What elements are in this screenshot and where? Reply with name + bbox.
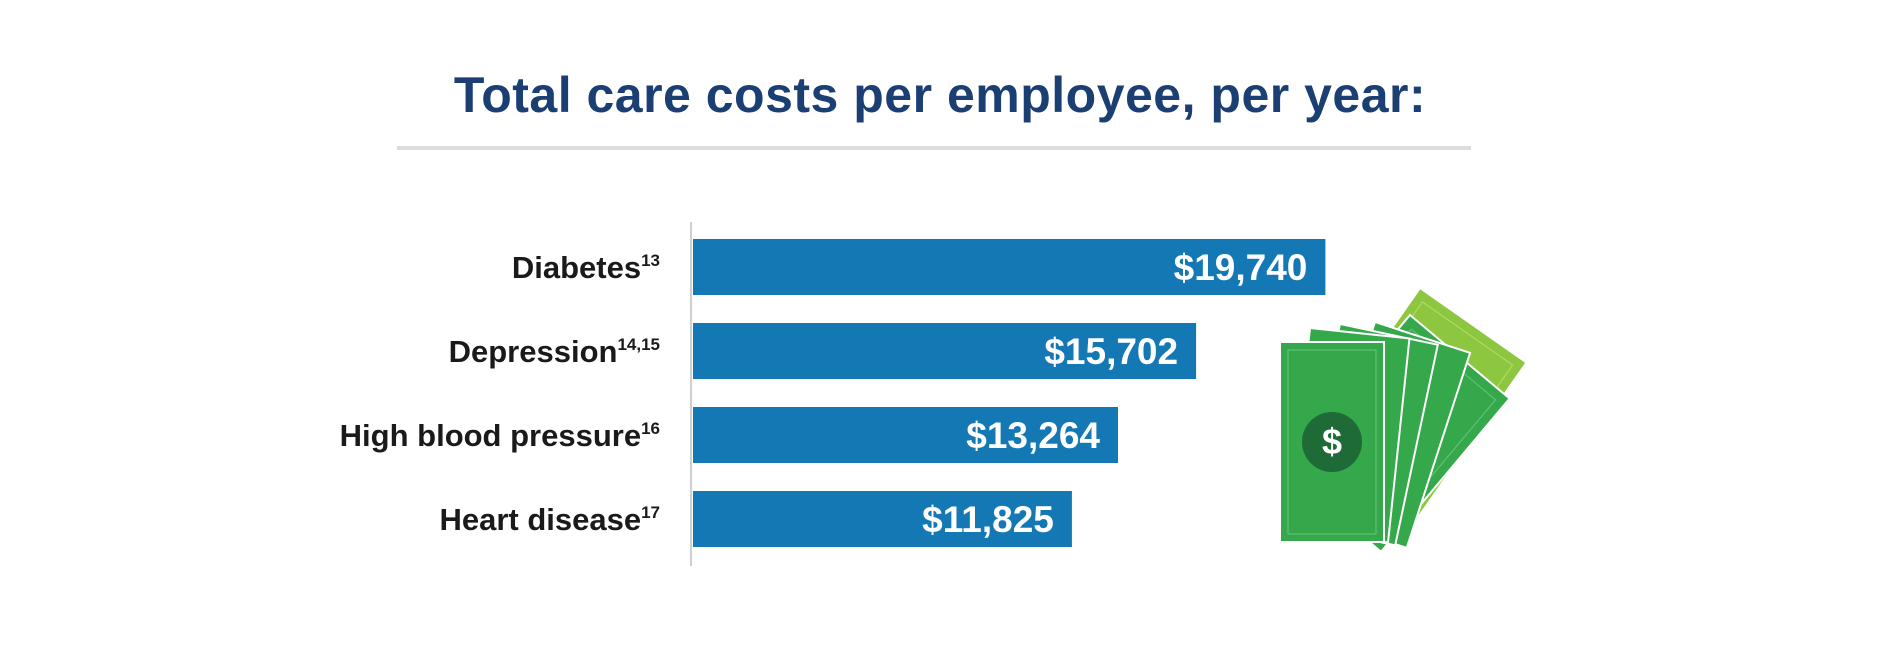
bar-depression xyxy=(693,323,1197,379)
bar-high-blood-pressure xyxy=(693,407,1118,463)
value-label: $15,702 xyxy=(1044,331,1178,372)
category-label: High blood pressure16 xyxy=(340,418,660,453)
category-name: Depression xyxy=(449,334,618,369)
footnote-reference: 14,15 xyxy=(617,335,660,354)
category-name: High blood pressure xyxy=(340,418,641,453)
category-label: Heart disease17 xyxy=(439,502,660,537)
value-label: $11,825 xyxy=(922,499,1054,540)
dollar-symbol: $ xyxy=(1322,421,1342,462)
footnote-reference: 17 xyxy=(641,503,660,522)
category-name: Heart disease xyxy=(439,502,641,537)
chart-title: Total care costs per employee, per year: xyxy=(453,67,1427,123)
value-label: $19,740 xyxy=(1174,247,1308,288)
title-divider xyxy=(397,146,1471,150)
bar-diabetes xyxy=(693,239,1326,295)
category-name: Diabetes xyxy=(512,250,641,285)
value-label: $13,264 xyxy=(966,415,1100,456)
bar-heart-disease xyxy=(693,491,1072,547)
footnote-reference: 16 xyxy=(641,419,660,438)
footnote-reference: 13 xyxy=(641,251,660,270)
category-label: Diabetes13 xyxy=(512,250,660,285)
category-label: Depression14,15 xyxy=(449,334,660,369)
money-bills-icon: $ xyxy=(1279,286,1528,554)
